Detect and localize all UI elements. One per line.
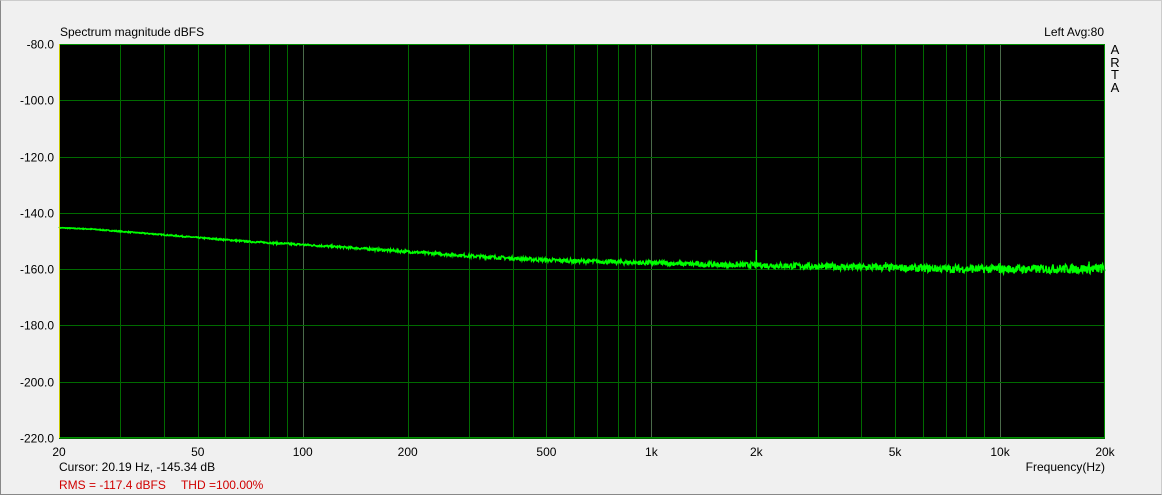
chart-title: Spectrum magnitude dBFS [60, 25, 205, 39]
y-tick-label: -220.0 [20, 432, 54, 446]
y-tick-label: -140.0 [20, 207, 54, 221]
x-tick-label: 10k [990, 445, 1010, 459]
x-tick-label: 200 [398, 445, 418, 459]
cursor-readout: Cursor: 20.19 Hz, -145.34 dB [59, 460, 216, 474]
spectrum-line [58, 226, 1106, 277]
x-tick-label: 500 [536, 445, 556, 459]
x-tick-label: 20 [52, 445, 66, 459]
x-tick-label: 50 [191, 445, 205, 459]
thd-value: THD =100.00% [180, 478, 264, 492]
y-tick-label: -80.0 [27, 38, 55, 52]
y-tick-label: -100.0 [20, 94, 54, 108]
plot-area [59, 44, 1105, 438]
x-tick-label: 2k [750, 445, 764, 459]
rms-value: RMS = -117.4 dBFS [59, 478, 166, 492]
y-tick-label: -200.0 [20, 376, 54, 390]
x-tick-label: 100 [293, 445, 313, 459]
stats-readout: RMS = -117.4 dBFS THD =100.00% [59, 478, 275, 492]
x-axis-label: Frequency(Hz) [1025, 460, 1105, 474]
y-tick-label: -180.0 [20, 319, 54, 333]
x-tick-label: 5k [889, 445, 903, 459]
y-tick-label: -160.0 [20, 263, 54, 277]
x-tick-label: 20k [1095, 445, 1115, 459]
y-tick-label: -120.0 [20, 151, 54, 165]
channel-average-info: Left Avg:80 [1044, 25, 1104, 39]
x-tick-label: 1k [645, 445, 659, 459]
